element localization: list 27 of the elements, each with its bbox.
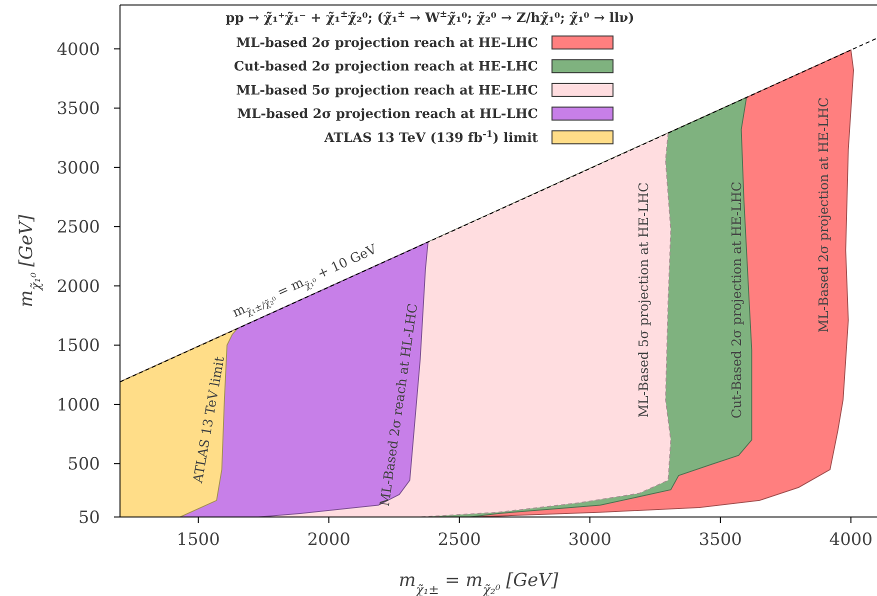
legend-label: Cut-based 2σ projection reach at HE-LHC — [234, 60, 538, 75]
legend-label: ML-based 5σ projection reach at HE-LHC — [236, 83, 538, 98]
annotation: ML-Based 2σ projection at HE-LHC — [817, 97, 832, 333]
y-tick-label: 3000 — [56, 158, 100, 178]
y-tick-label: 1500 — [56, 336, 100, 356]
y-tick-label: 1000 — [56, 395, 100, 416]
x-tick-label: 3500 — [698, 530, 742, 550]
annotation: ATLAS 13 TeV limit — [191, 354, 229, 486]
legend-label: ATLAS 13 TeV (139 fb$^{-1}$) limit — [323, 128, 538, 146]
x-tick-label: 2000 — [307, 530, 350, 550]
x-axis-title: m$_{χ̃₁±}$ = m$_{χ̃₂⁰}$ [GeV] — [398, 570, 560, 596]
y-tick-label: 500 — [68, 454, 100, 475]
y-tick-label: 4000 — [56, 40, 100, 60]
x-tick-label: 1500 — [176, 530, 220, 550]
x-tick-label: 4000 — [829, 530, 873, 550]
annotation: ML-Based 2σ reach at HL-LHC — [378, 302, 422, 508]
x-tick-label: 2500 — [438, 530, 481, 550]
y-tick-label: 2500 — [56, 218, 100, 238]
annotation: ML-Based 5σ projection at HE-LHC — [637, 182, 652, 418]
y-tick-label: 2000 — [56, 276, 100, 297]
legend-label: ML-based 2σ projection reach at HL-LHC — [237, 107, 538, 122]
y-tick-label: 50 — [78, 508, 100, 528]
annotation: Cut-Based 2σ projection at HE-LHC — [730, 182, 746, 418]
legend-label: ML-based 2σ projection reach at HE-LHC — [236, 36, 538, 51]
legend-title: pp → χ̃₁⁺χ̃₁⁻ + χ̃₁$^{±}$χ̃₂⁰; (χ̃₁$^{±}$ → W$^{±}$χ̃₁⁰; χ̃₂⁰ → Z/hχ̃₁⁰; χ̃₁⁰ → llν) — [226, 8, 634, 26]
x-tick-label: 3000 — [568, 530, 612, 550]
y-tick-label: 3500 — [56, 99, 100, 120]
